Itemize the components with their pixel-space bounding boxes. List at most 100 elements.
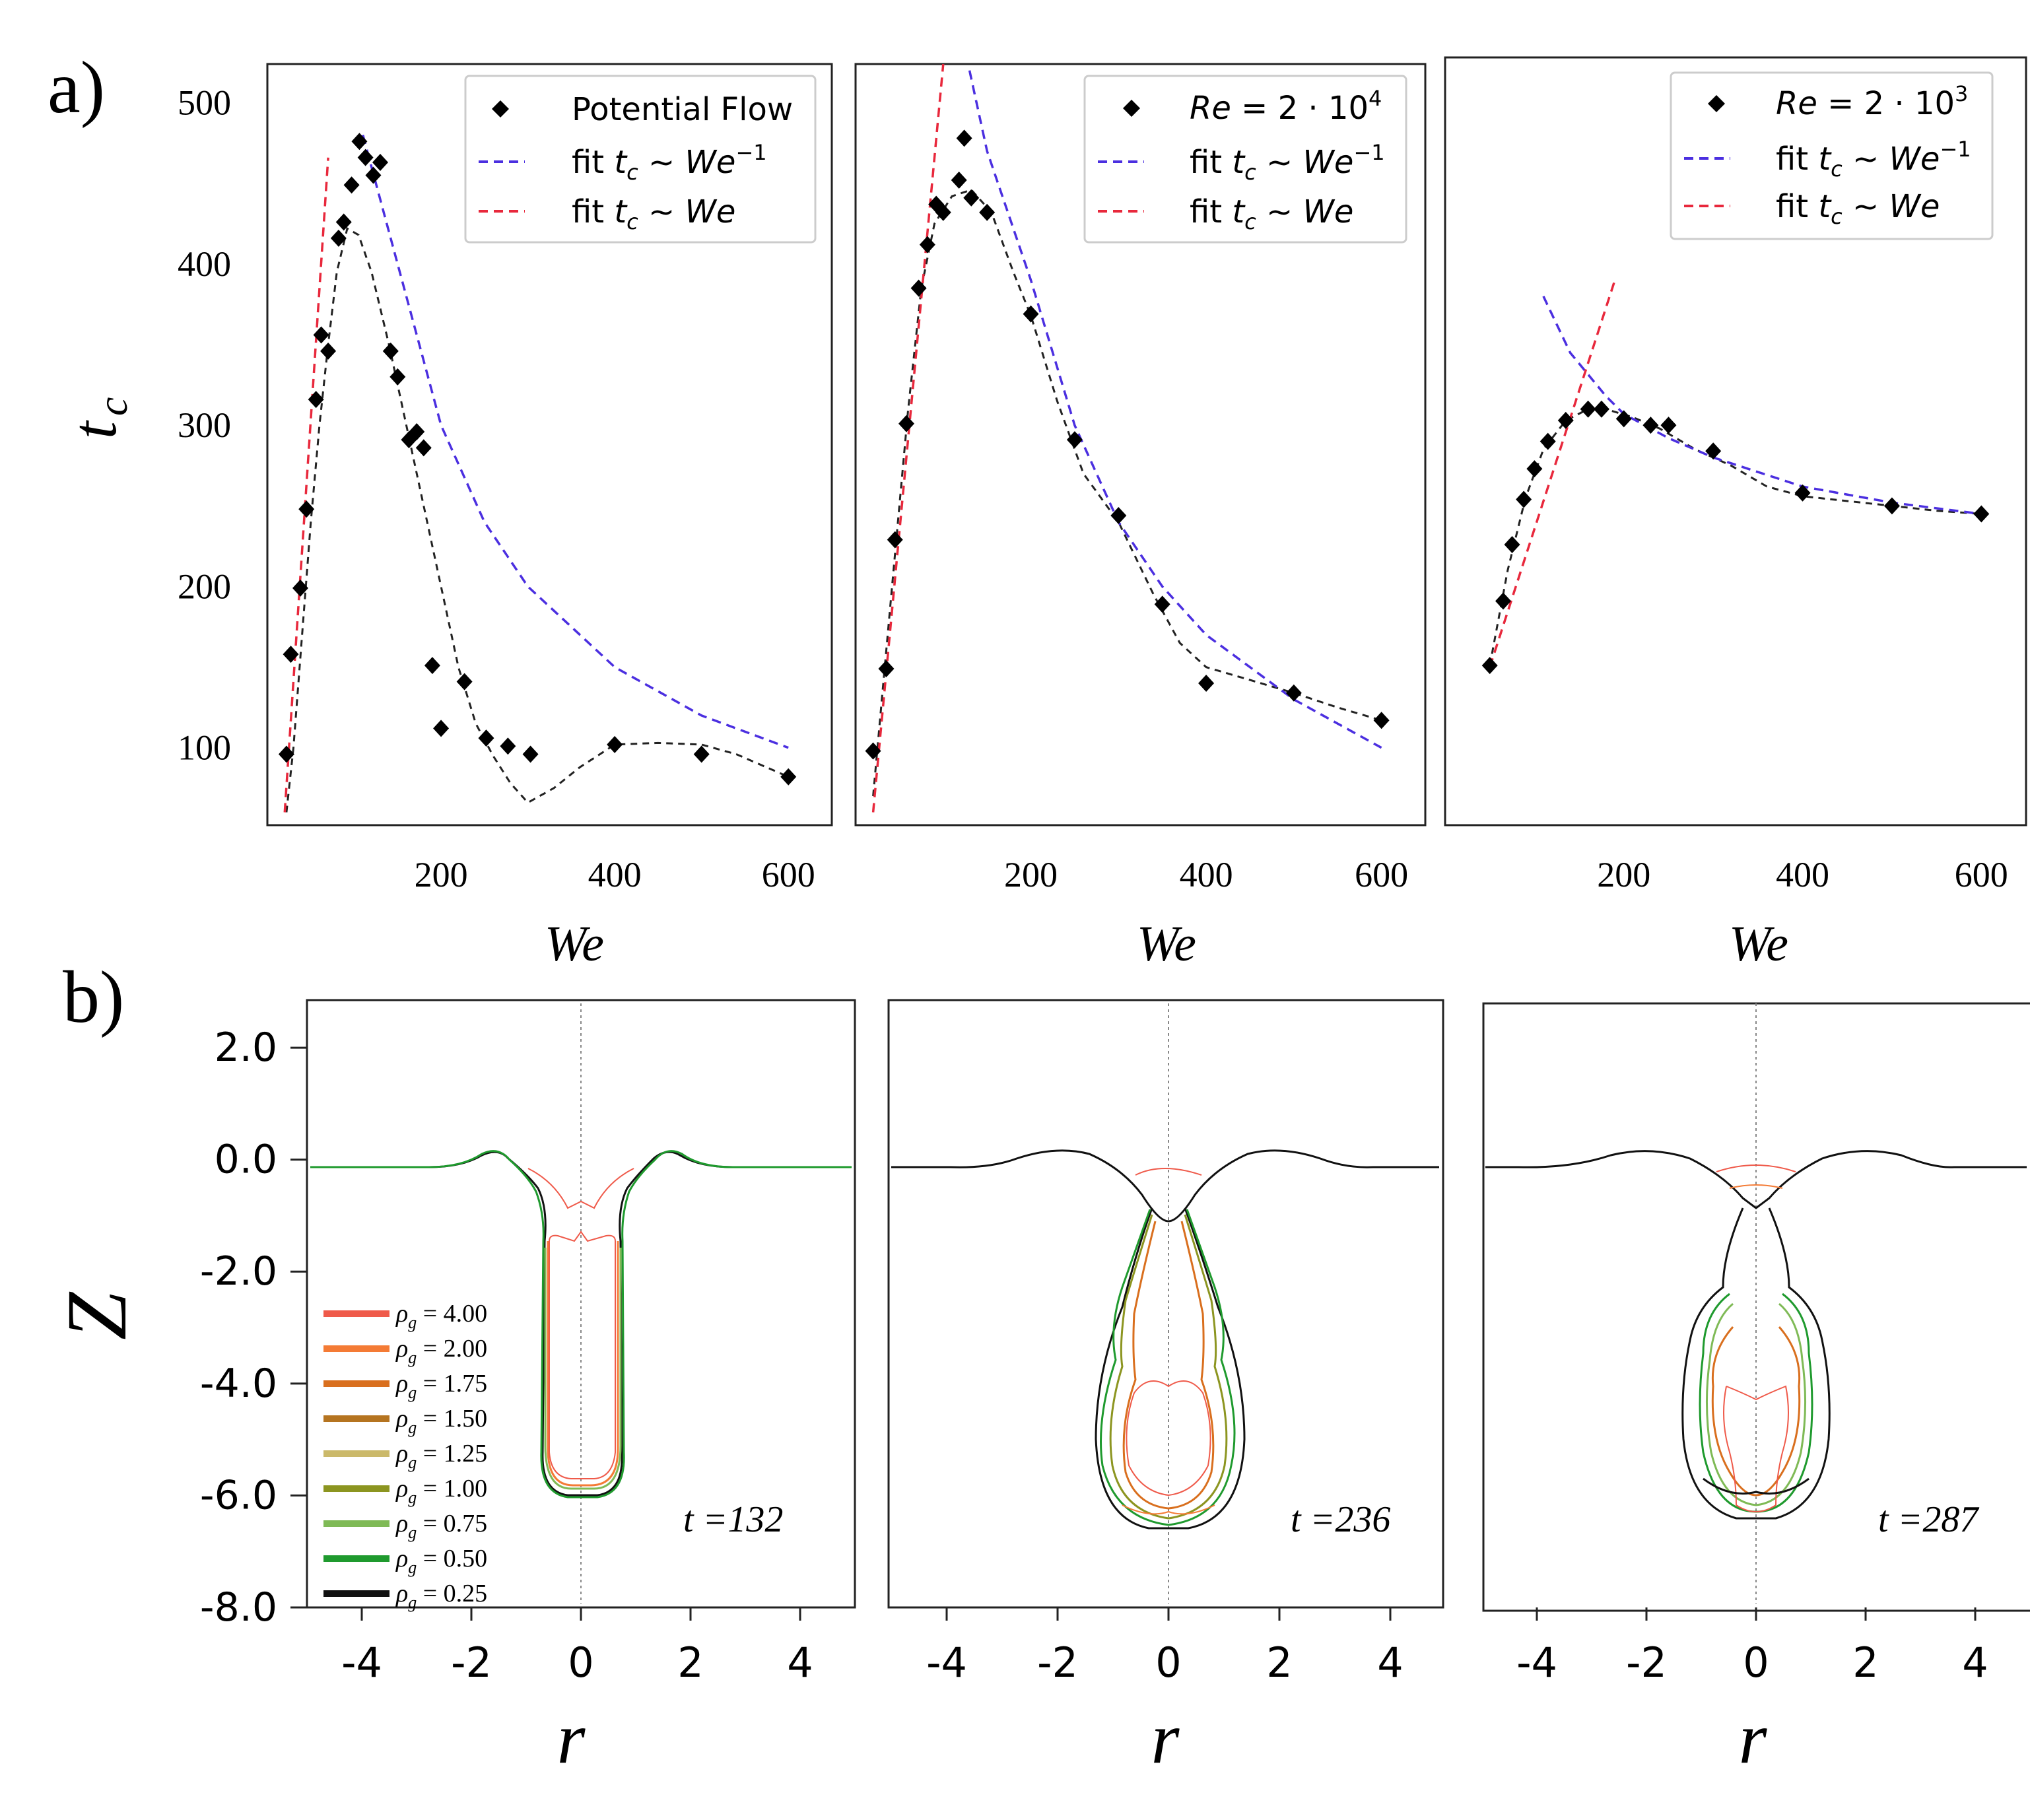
data-point	[1198, 675, 1215, 692]
trend-line	[285, 226, 789, 813]
data-point	[910, 279, 927, 297]
data-point	[298, 500, 315, 518]
data-point	[1481, 657, 1498, 675]
data-point	[1526, 460, 1543, 478]
legend-label-linear: fit tc ~ We	[1776, 188, 1940, 229]
x-tick-label: 4	[1962, 1638, 1988, 1687]
y-axis-label-z: Z	[50, 1291, 145, 1340]
legend-label-inverse: fit tc ~ We−1	[1776, 137, 1971, 182]
x-tick-label: -2	[451, 1638, 492, 1687]
x-tick-label: 600	[762, 855, 815, 894]
data-point	[1154, 595, 1170, 613]
data-point	[382, 342, 399, 360]
data-point	[693, 745, 710, 763]
x-axis-label-r: r	[557, 1698, 586, 1778]
time-label-2: t =236	[1291, 1499, 1390, 1540]
plot-frame-a1	[266, 63, 833, 826]
fit-inverse-line	[362, 135, 789, 749]
x-tick-label: 600	[1955, 855, 2008, 894]
legend-label: ρg = 1.25	[395, 1440, 487, 1472]
data-point	[389, 368, 406, 386]
data-point	[887, 531, 903, 549]
bottom-x-ticks: -4 -2 0 2 4 -4 -2 0 2 4 -4 -2 0 2 4	[341, 1607, 1988, 1687]
data-point	[1615, 410, 1632, 428]
trend-line	[1489, 408, 1982, 666]
legend-marker-diamond	[1708, 95, 1725, 112]
legend-label-inverse: fit tc ~ We−1	[1190, 140, 1385, 185]
data-point	[409, 422, 425, 440]
data-point	[320, 342, 337, 360]
data-point	[865, 742, 881, 760]
data-point	[1285, 684, 1302, 702]
legend-label-linear: fit tc ~ We	[1190, 193, 1353, 234]
data-point	[1373, 712, 1390, 729]
data-point	[330, 229, 347, 247]
x-tick-label: 200	[1004, 855, 1058, 894]
plot-frame-b3	[1482, 1002, 2030, 1612]
legend-re-2e4: Re = 2 · 104 fit tc ~ We−1 fit tc ~ We	[1083, 75, 1407, 244]
x-tick-label: -4	[341, 1638, 382, 1687]
x-tick-label: 0	[1155, 1638, 1181, 1687]
x-axis-label-r: r	[1151, 1698, 1180, 1778]
chart-re-2e4	[865, 63, 1390, 813]
panel-label-b: b)	[63, 957, 124, 1038]
interface-profiles-t132	[310, 1003, 852, 1604]
x-tick-label: 600	[1355, 855, 1408, 894]
interface-profiles-t236	[891, 1003, 1439, 1604]
data-point	[308, 391, 324, 409]
data-point	[456, 673, 473, 691]
fit-linear-line	[283, 157, 329, 813]
legend-label-points: Potential Flow	[572, 91, 793, 128]
x-axis-label-r: r	[1739, 1698, 1768, 1778]
legend-label-points: Re = 2 · 103	[1776, 81, 1968, 122]
data-point	[607, 735, 623, 753]
data-point	[956, 129, 972, 147]
data-point	[1705, 442, 1722, 460]
data-point	[878, 660, 895, 678]
x-tick-label: 400	[1776, 855, 1829, 894]
bottom-y-ticks: 2.0 0.0 -2.0 -4.0 -6.0 -8.0	[200, 1025, 307, 1631]
data-point	[415, 439, 432, 457]
data-point	[1557, 411, 1574, 429]
x-tick-label: 0	[568, 1638, 593, 1687]
data-point	[335, 213, 352, 231]
x-tick-label: -2	[1037, 1638, 1078, 1687]
chart-re-2e3	[1481, 279, 1990, 675]
legend-re-2e3: Re = 2 · 103 fit tc ~ We−1 fit tc ~ We	[1670, 71, 1994, 240]
data-point	[1023, 305, 1039, 323]
time-label-3: t =287	[1878, 1499, 1979, 1540]
legend-label: ρg = 1.50	[395, 1405, 487, 1437]
legend-label: ρg = 0.75	[395, 1510, 487, 1542]
panel-label-a: a)	[48, 47, 105, 129]
data-point	[372, 154, 388, 172]
x-tick-label: -2	[1626, 1638, 1667, 1687]
svg-text:t: t	[59, 420, 129, 439]
data-point	[1660, 417, 1677, 434]
data-point	[1110, 506, 1127, 524]
x-tick-label: 4	[787, 1638, 813, 1687]
y-tick-label: 0.0	[215, 1137, 277, 1183]
trend-line	[872, 188, 1382, 797]
data-point	[1580, 400, 1596, 418]
x-tick-label: 0	[1743, 1638, 1769, 1687]
interface-profiles-t287	[1485, 1003, 2027, 1604]
svg-text:c: c	[89, 397, 136, 416]
legend-label-inverse: fit tc ~ We−1	[572, 140, 767, 185]
data-point	[292, 579, 308, 597]
data-point	[1539, 432, 1556, 450]
data-point	[1883, 497, 1900, 515]
data-point	[478, 729, 494, 747]
x-axis-label-we: We	[1729, 916, 1788, 972]
legend-label: ρg = 4.00	[395, 1300, 487, 1332]
x-tick-label: -4	[926, 1638, 967, 1687]
y-tick-label: 100	[178, 728, 231, 768]
data-point	[1593, 400, 1609, 418]
x-tick-label: 200	[415, 855, 468, 894]
top-x-ticks: 200 400 600 200 400 600 200 400 600	[415, 855, 2008, 894]
data-point	[919, 236, 935, 253]
x-tick-label: -4	[1516, 1638, 1557, 1687]
y-tick-label: -8.0	[200, 1584, 277, 1631]
x-tick-label: 2	[677, 1638, 703, 1687]
